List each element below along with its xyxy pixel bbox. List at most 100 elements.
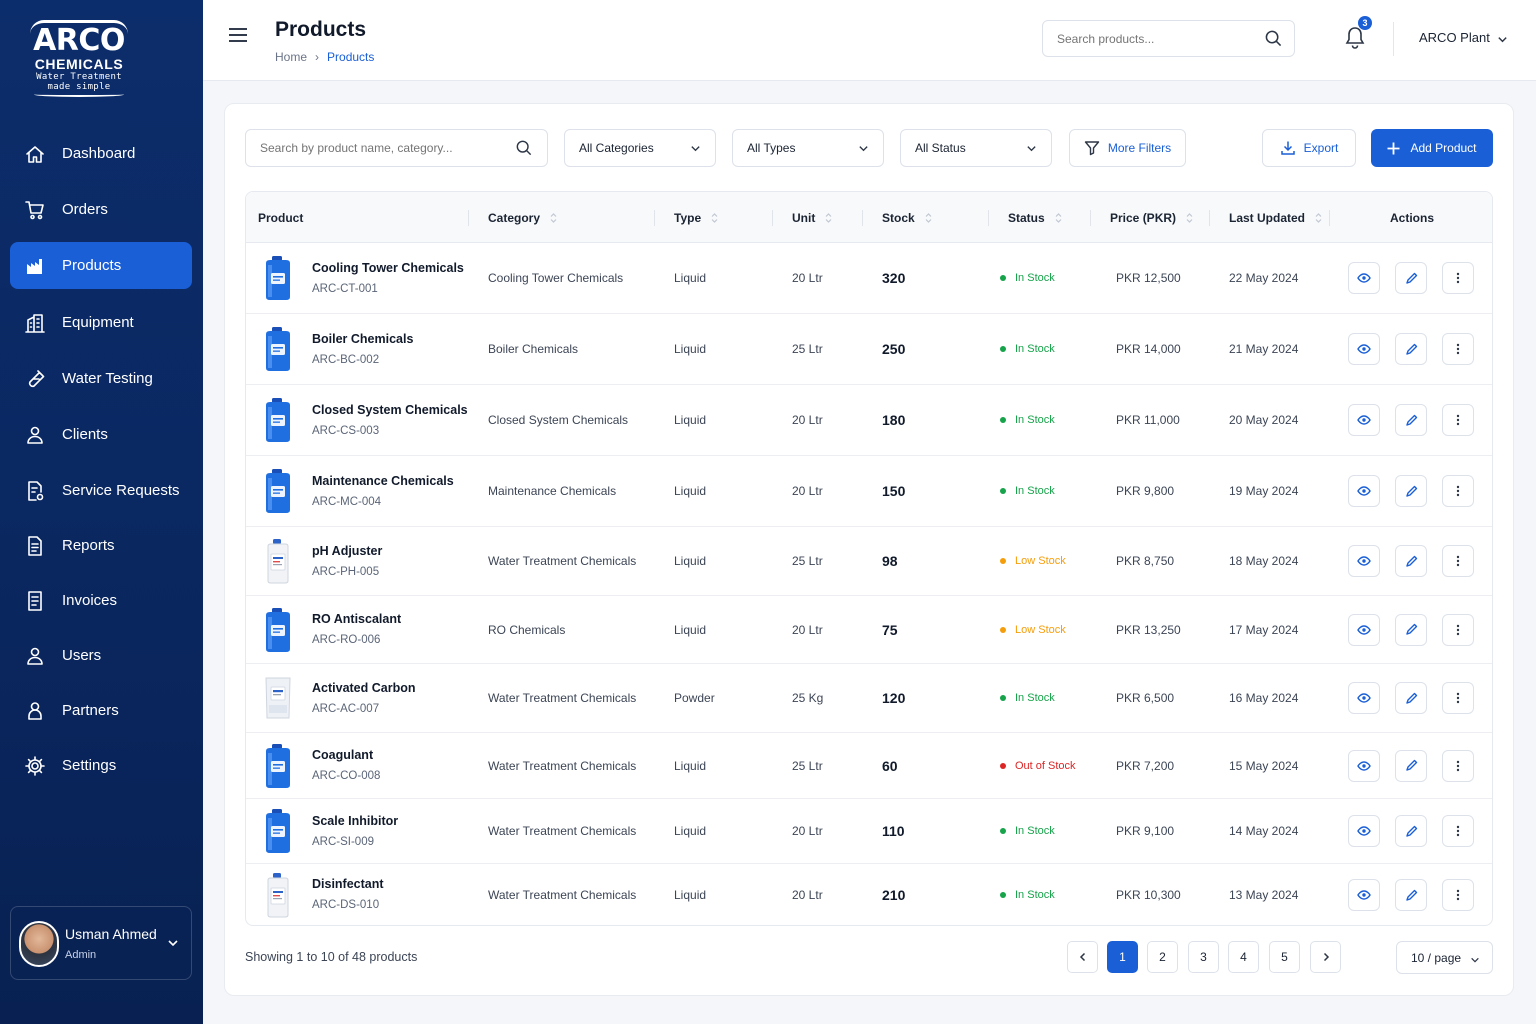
edit-button[interactable] [1395, 545, 1427, 577]
sort-icon[interactable] [1315, 212, 1322, 224]
table-row[interactable]: Boiler Chemicals ARC-BC-002 Boiler Chemica… [246, 314, 1492, 385]
sidebar-item-users[interactable]: Users [10, 632, 192, 679]
sort-icon[interactable] [550, 212, 557, 224]
status-filter-select[interactable]: All Status [900, 129, 1052, 167]
sidebar-item-reports[interactable]: Reports [10, 522, 192, 569]
page-button-5[interactable]: 5 [1269, 941, 1300, 973]
page-button-2[interactable]: 2 [1147, 941, 1178, 973]
view-button[interactable] [1348, 613, 1380, 646]
view-button[interactable] [1348, 333, 1380, 365]
product-name[interactable]: RO Antiscalant [312, 612, 402, 626]
chevron-down-icon[interactable] [167, 937, 179, 949]
table-row[interactable]: RO Antiscalant ARC-RO-006 RO Chemicals Liqu… [246, 596, 1492, 664]
edit-button[interactable] [1395, 749, 1427, 782]
edit-button[interactable] [1395, 404, 1427, 436]
sidebar-item-partners[interactable]: Partners [10, 687, 192, 734]
table-row[interactable]: Disinfectant ARC-DS-010 Water Treatment Ch… [246, 864, 1492, 925]
column-header-stock[interactable]: Stock [882, 192, 932, 243]
column-header-status[interactable]: Status [1008, 192, 1062, 243]
sidebar-item-orders[interactable]: Orders [10, 186, 192, 233]
sidebar-item-dashboard[interactable]: Dashboard [10, 130, 192, 177]
table-row[interactable]: Maintenance Chemicals ARC-MC-004 Maintenan… [246, 456, 1492, 527]
product-name[interactable]: Cooling Tower Chemicals [312, 260, 464, 275]
menu-icon[interactable] [229, 28, 247, 42]
more-actions-button[interactable] [1442, 262, 1474, 294]
view-button[interactable] [1348, 475, 1380, 507]
sort-icon[interactable] [1055, 212, 1062, 224]
sidebar-item-equipment[interactable]: Equipment [10, 299, 192, 346]
view-button[interactable] [1348, 815, 1380, 847]
view-button[interactable] [1348, 545, 1380, 577]
view-button[interactable] [1348, 682, 1380, 714]
more-actions-button[interactable] [1442, 815, 1474, 847]
company-logo[interactable]: ARCO CHEMICALS Water Treatment made simp… [30, 20, 128, 106]
page-button-3[interactable]: 3 [1188, 941, 1219, 973]
chevron-down-icon[interactable] [1497, 34, 1508, 45]
column-header-price-pkr[interactable]: Price (PKR) [1110, 192, 1193, 243]
page-button-1[interactable]: 1 [1107, 941, 1138, 973]
more-actions-button[interactable] [1442, 879, 1474, 911]
sort-icon[interactable] [925, 212, 932, 224]
more-actions-button[interactable] [1442, 682, 1474, 714]
column-header-type[interactable]: Type [674, 192, 718, 243]
product-name[interactable]: Boiler Chemicals [312, 331, 414, 346]
account-switcher[interactable]: ARCO Plant [1419, 30, 1490, 45]
bell-icon[interactable] [1344, 26, 1366, 50]
sort-icon[interactable] [1186, 212, 1193, 224]
product-name[interactable]: Scale Inhibitor [312, 813, 399, 828]
edit-button[interactable] [1395, 262, 1427, 294]
edit-button[interactable] [1395, 682, 1427, 714]
view-button[interactable] [1348, 404, 1380, 436]
more-actions-button[interactable] [1442, 475, 1474, 507]
column-header-unit[interactable]: Unit [792, 192, 832, 243]
product-name[interactable]: Activated Carbon [312, 680, 416, 695]
table-row[interactable]: Closed System Chemicals ARC-CS-003 Closed … [246, 385, 1492, 456]
breadcrumb-home[interactable]: Home [275, 50, 308, 64]
sort-icon[interactable] [825, 212, 832, 224]
edit-button[interactable] [1395, 879, 1427, 911]
more-actions-button[interactable] [1442, 333, 1474, 365]
more-actions-button[interactable] [1442, 749, 1474, 782]
next-page-button[interactable] [1310, 941, 1341, 973]
prev-page-button[interactable] [1067, 941, 1098, 973]
page-button-4[interactable]: 4 [1228, 941, 1259, 973]
product-name[interactable]: Coagulant [312, 748, 374, 762]
sort-icon[interactable] [711, 212, 718, 224]
export-button[interactable]: Export [1262, 129, 1356, 167]
product-name[interactable]: Disinfectant [312, 877, 384, 891]
user-profile-card[interactable]: Usman Ahmed Admin [10, 906, 192, 980]
product-search-input[interactable] [245, 129, 548, 167]
global-search-input[interactable] [1042, 20, 1295, 57]
edit-button[interactable] [1395, 333, 1427, 365]
edit-button[interactable] [1395, 613, 1427, 646]
view-button[interactable] [1348, 879, 1380, 911]
search-icon[interactable] [1265, 30, 1282, 47]
sidebar-item-clients[interactable]: Clients [10, 411, 192, 458]
edit-button[interactable] [1395, 475, 1427, 507]
view-button[interactable] [1348, 262, 1380, 294]
sidebar-item-settings[interactable]: Settings [10, 742, 192, 789]
table-row[interactable]: pH Adjuster ARC-PH-005 Water Treatment Che… [246, 527, 1492, 596]
more-actions-button[interactable] [1442, 613, 1474, 646]
column-header-last-updated[interactable]: Last Updated [1229, 192, 1322, 243]
per-page-select[interactable]: 10 / page [1396, 941, 1493, 974]
type-filter-select[interactable]: All Types [732, 129, 884, 167]
view-button[interactable] [1348, 749, 1380, 782]
product-name[interactable]: Closed System Chemicals [312, 402, 468, 417]
sidebar-item-service-requests[interactable]: Service Requests [10, 467, 192, 514]
product-name[interactable]: Maintenance Chemicals [312, 473, 454, 488]
column-header-category[interactable]: Category [488, 192, 557, 243]
edit-button[interactable] [1395, 815, 1427, 847]
more-actions-button[interactable] [1442, 404, 1474, 436]
more-actions-button[interactable] [1442, 545, 1474, 577]
table-row[interactable]: Activated Carbon ARC-AC-007 Water Treatmen… [246, 664, 1492, 733]
sidebar-item-invoices[interactable]: Invoices [10, 577, 192, 624]
category-filter-select[interactable]: All Categories [564, 129, 716, 167]
search-icon[interactable] [516, 140, 532, 156]
table-row[interactable]: Coagulant ARC-CO-008 Water Treatment Chemi… [246, 733, 1492, 799]
add-product-button[interactable]: Add Product [1371, 129, 1493, 167]
product-name[interactable]: pH Adjuster [312, 543, 383, 558]
sidebar-item-products[interactable]: Products [10, 242, 192, 289]
table-row[interactable]: Cooling Tower Chemicals ARC-CT-001 Cooling… [246, 243, 1492, 314]
sidebar-item-water-testing[interactable]: Water Testing [10, 355, 192, 402]
